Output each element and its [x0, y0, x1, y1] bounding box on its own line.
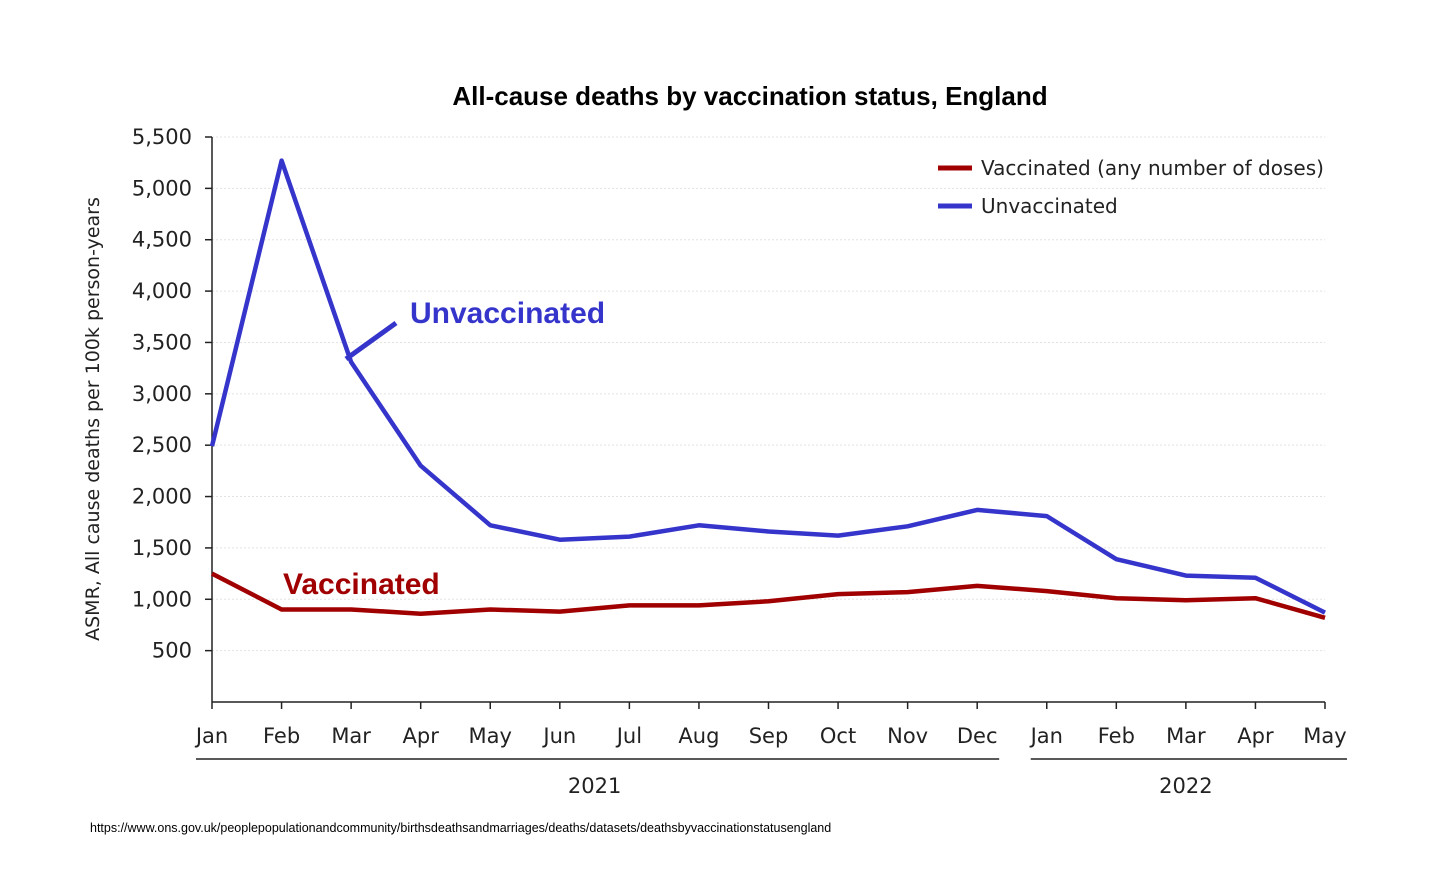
x-tick-label: Nov: [887, 724, 928, 748]
y-tick-label: 2,000: [132, 485, 192, 509]
x-tick-label: May: [1303, 724, 1346, 748]
x-tick-label: Jan: [1029, 724, 1063, 748]
x-tick-label: Sep: [749, 724, 789, 748]
y-tick-label: 4,500: [132, 228, 192, 252]
annotation-vaccinated: Vaccinated: [283, 568, 440, 601]
y-axis-ticks: 500 1,000 1,500 2,000 2,500 3,000 3,500 4,000 4,…: [132, 125, 212, 663]
x-tick-label: Mar: [1166, 724, 1206, 748]
y-tick-label: 500: [152, 639, 192, 663]
x-tick-label: Aug: [678, 724, 719, 748]
legend-label-unvaccinated: Unvaccinated: [981, 194, 1118, 218]
x-tick-label: Mar: [331, 724, 371, 748]
series-line-unvaccinated: [209, 158, 1327, 615]
y-tick-label: 3,500: [132, 330, 192, 354]
x-axis-ticks: Jan Feb Mar Apr May Jun Jul Aug Sep Oct Nov Dec Jan F…: [194, 702, 1347, 748]
year-label: 2021: [568, 774, 621, 798]
annotations: Unvaccinated Vaccinated: [283, 297, 605, 601]
y-tick-label: 2,500: [132, 433, 192, 457]
y-axis-label: ASMR, All cause deaths per 100k person-y…: [82, 197, 104, 641]
annotation-unvaccinated: Unvaccinated: [410, 297, 605, 330]
x-tick-label: Jan: [194, 724, 228, 748]
x-tick-label: Jul: [615, 724, 642, 748]
y-tick-label: 1,000: [132, 587, 192, 611]
x-tick-label: Apr: [1237, 724, 1274, 748]
year-label: 2022: [1159, 774, 1212, 798]
y-tick-label: 3,000: [132, 382, 192, 406]
source-url: https://www.ons.gov.uk/peoplepopulationa…: [90, 821, 832, 835]
legend-label-vaccinated: Vaccinated (any number of doses): [981, 156, 1324, 180]
x-tick-label: Feb: [1098, 724, 1135, 748]
series-lines: [209, 158, 1327, 620]
year-groups: 2021 2022: [196, 758, 1347, 798]
x-tick-label: Oct: [820, 724, 856, 748]
x-tick-label: May: [469, 724, 512, 748]
legend: Vaccinated (any number of doses) Unvacci…: [938, 156, 1324, 218]
chart-title: All-cause deaths by vaccination status, …: [452, 81, 1047, 111]
y-tick-label: 1,500: [132, 536, 192, 560]
x-tick-label: Apr: [403, 724, 440, 748]
y-tick-label: 5,500: [132, 125, 192, 149]
y-tick-label: 5,000: [132, 176, 192, 200]
x-tick-label: Dec: [957, 724, 998, 748]
y-tick-label: 4,000: [132, 279, 192, 303]
series-line-vaccinated: [210, 571, 1326, 620]
axes: [211, 137, 1325, 703]
annotation-leader-line: [344, 320, 398, 362]
x-tick-label: Jun: [541, 724, 576, 748]
x-tick-label: Feb: [263, 724, 300, 748]
